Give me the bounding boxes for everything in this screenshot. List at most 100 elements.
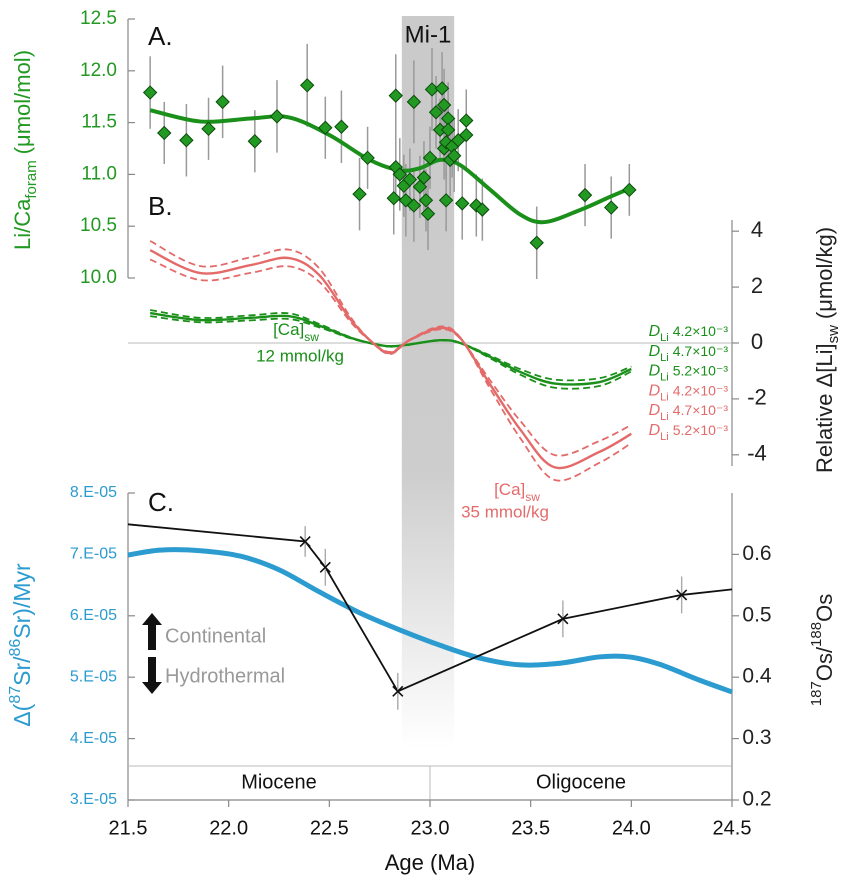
y-tick-label: 0	[751, 329, 763, 354]
text-part: Li	[660, 411, 669, 423]
data-point	[438, 193, 454, 208]
y-tick-label: 0.6	[742, 542, 771, 565]
text-part: 86	[7, 639, 24, 657]
text-part: 187	[808, 681, 825, 706]
x-tick-label: 22.5	[310, 817, 349, 839]
x-tick-label: 21.5	[109, 817, 148, 839]
x-tick-label: 23.5	[511, 817, 550, 839]
data-point	[157, 125, 172, 141]
legend-entry: DLi 4.2×10⁻³	[649, 323, 729, 344]
series-line	[149, 249, 632, 470]
text-part: Δ(	[9, 703, 35, 726]
legend-entry: DLi 5.2×10⁻³	[649, 422, 729, 443]
y-tick-label: 10.5	[80, 215, 117, 236]
text-part: 5.2×10⁻³	[673, 422, 729, 438]
text-part: [Ca]	[494, 480, 525, 499]
data-point	[434, 81, 450, 96]
y-axis-title: Δ(87Sr/86Sr)/Myr	[7, 563, 35, 727]
data-point	[428, 105, 444, 120]
data-point	[201, 121, 216, 137]
data-point	[406, 198, 422, 213]
y-tick-label: 8.E-05	[70, 484, 117, 501]
data-point	[247, 134, 263, 149]
data-point	[352, 186, 367, 202]
y-tick-label: 0.2	[742, 788, 771, 811]
text-part: Li/Ca	[10, 198, 35, 250]
x-tick-label: 24.5	[713, 817, 752, 839]
text-part: 4.2×10⁻³	[673, 323, 729, 339]
data-point	[436, 97, 452, 113]
y-axis-title: Li/Caforam (μmol/mol)	[10, 50, 41, 250]
y-tick-label: 12.5	[80, 8, 117, 29]
x-tick-label: 22.0	[209, 817, 248, 839]
y-tick-label: -2	[747, 385, 767, 410]
series-line	[149, 311, 632, 386]
epoch-label: Oligocene	[536, 771, 626, 793]
text-part: Os	[812, 594, 837, 622]
text-part: 188	[808, 622, 825, 647]
y-tick-label: 0.3	[742, 726, 771, 749]
y-tick-label: 0.4	[742, 665, 772, 688]
data-point	[475, 202, 490, 217]
data-point	[455, 196, 470, 211]
epoch-label: Miocene	[241, 771, 317, 793]
data-point	[402, 172, 418, 187]
text-part: D	[649, 402, 661, 419]
text-part: 4.2×10⁻³	[673, 382, 729, 398]
text-part: Li	[660, 431, 669, 443]
data-point	[459, 127, 474, 143]
legend-entry: DLi 4.7×10⁻³	[649, 402, 729, 423]
series-line	[149, 240, 632, 482]
y-tick-label: 11.0	[81, 163, 117, 184]
text-part: Os/	[812, 646, 837, 681]
text-part: Li	[660, 391, 669, 403]
y-tick-label: 4.E-05	[70, 730, 117, 747]
data-point	[622, 182, 637, 198]
y-tick-label: 11.5	[81, 112, 117, 133]
text-part: D	[649, 383, 661, 400]
y-tick-label: 12.0	[80, 60, 117, 81]
y-axis-title: 187Os/188Os	[808, 594, 836, 706]
data-point	[438, 135, 454, 150]
data-point	[557, 613, 569, 625]
y-axis-title: Relative Δ[Li]sw (μmol/kg)	[812, 227, 842, 473]
text-part: Sr/	[9, 656, 35, 686]
data-point	[676, 589, 688, 601]
y-tick-label: 3.E-05	[70, 791, 117, 808]
data-point	[469, 198, 484, 213]
arrow-down	[142, 657, 162, 694]
data-point	[299, 535, 311, 548]
data-point	[459, 113, 474, 128]
data-point	[440, 122, 456, 138]
data-point	[418, 193, 434, 208]
y-tick-label: 2	[751, 273, 763, 298]
data-point	[577, 187, 593, 203]
text-part: foram	[23, 160, 40, 198]
data-point	[603, 200, 619, 215]
data-point	[446, 148, 462, 163]
data-point	[319, 561, 331, 573]
data-point	[360, 150, 375, 166]
data-point	[318, 120, 333, 135]
text-part: D	[649, 363, 661, 380]
text-part: D	[649, 343, 661, 360]
y-tick-label: 5.E-05	[70, 668, 117, 685]
data-point	[299, 78, 315, 93]
data-point	[406, 94, 422, 110]
text-part: Relative Δ[Li]	[812, 343, 837, 473]
panel-label: C.	[148, 487, 174, 517]
data-point	[529, 235, 544, 250]
text-part: sw	[304, 330, 319, 344]
text-part: sw	[825, 325, 842, 344]
data-point	[420, 206, 436, 221]
series-line	[150, 315, 632, 382]
data-point	[215, 94, 230, 110]
series-line	[149, 258, 632, 457]
arrow-up	[142, 613, 162, 650]
y-tick-label: 10.0	[80, 267, 117, 288]
data-point	[142, 85, 158, 100]
text-part: sw	[525, 490, 540, 504]
data-point	[386, 191, 401, 206]
text-part: Li	[660, 352, 669, 364]
